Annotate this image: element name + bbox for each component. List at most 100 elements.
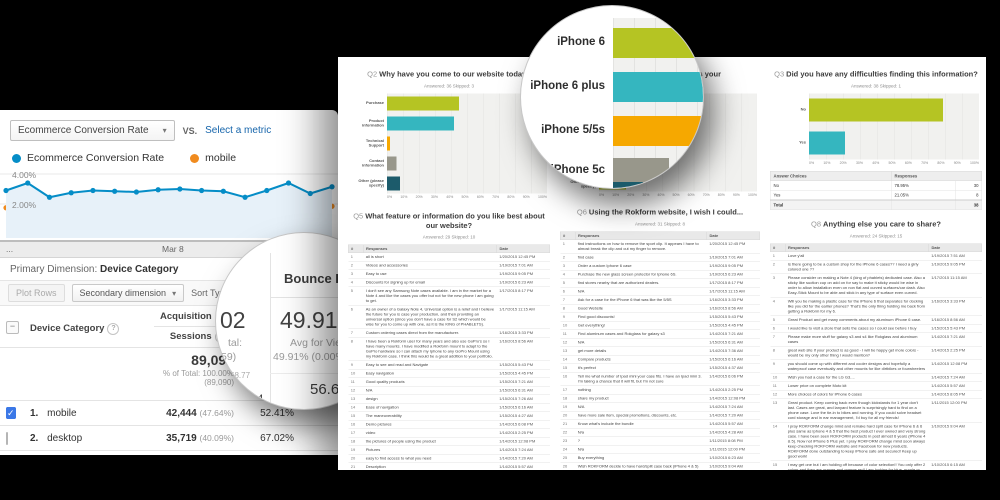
response-row: 19 N/A 1/14/2015 7:24 AM — [560, 402, 760, 412]
column-divider — [270, 253, 271, 409]
y-axis-label: 4.00% — [12, 170, 37, 180]
bar-row: Technical Support — [351, 133, 547, 154]
question-title-q3: Q3 Did you have any difficulties finding … — [774, 70, 978, 79]
axis-tick: 0% — [599, 193, 605, 197]
bar-category-label: Yes — [799, 140, 806, 145]
col-header-num: # — [348, 244, 364, 254]
device-category-value[interactable]: mobile — [47, 407, 77, 419]
primary-dimension-value[interactable]: Device Category — [100, 264, 179, 275]
magnified-bar — [613, 28, 703, 58]
response-row: 11 Lower price on complete Moto kit 1/14/2… — [770, 381, 982, 391]
table-row[interactable]: 3. tablet 10,927 (12.27%) 56.70% 6,196 (… — [0, 451, 338, 455]
axis-tick: 10% — [823, 161, 831, 165]
survey-results-panel: Q2 Why have you come to our website today… — [338, 57, 986, 470]
response-row: 12 N/A 1/15/2015 6:31 AM — [348, 386, 550, 396]
axis-tick: 50% — [672, 193, 680, 197]
bar-row: Yes — [773, 126, 979, 160]
bar-row: No — [773, 93, 979, 127]
responses-table-q5: # Responses Date 1 all is short 1/20/2015 … — [348, 244, 550, 470]
sessions-total-sub: % of Total: 100.00% (89,090) — [162, 369, 234, 387]
bounce-rate-sub: Avg for View: — [290, 337, 352, 349]
question-title-q4-fragment: does your — [685, 70, 721, 79]
question-number: Q3 — [774, 70, 785, 79]
response-row: 15 The maneuverability 1/15/2015 4:27 AM — [348, 411, 550, 421]
expander-cell[interactable]: − — [0, 307, 26, 347]
bar-row: Purchase — [351, 93, 547, 114]
axis-tick: 60% — [476, 195, 484, 199]
axis-tick: 70% — [702, 193, 710, 197]
axis-tick: 40% — [446, 195, 454, 199]
row-index: 1. — [30, 407, 39, 419]
magnified-bar-partial — [613, 182, 643, 188]
response-row: 1 all is short 1/20/2015 12:45 PM — [348, 252, 550, 262]
axis-tick: 90% — [732, 193, 740, 197]
table-row[interactable]: 2. desktop 35,719 (40.09%) 67.02% — [0, 426, 338, 451]
response-row: 9 Find good discounts! 1/15/2015 5:43 PM — [560, 312, 760, 322]
x-axis-ticks: 0% 10% 20% 30% 40% 50% 60% 70% 80% 90% 100% — [387, 195, 547, 199]
row-checkbox[interactable] — [6, 431, 8, 445]
response-row: 2 find case 1/19/2015 7:01 AM — [560, 252, 760, 262]
survey-column-3: Q3 Did you have any difficulties finding … — [769, 65, 982, 470]
answer-choice-row: Yes 21.05% 8 — [769, 189, 982, 201]
response-row: 4 Will you be making a plastic case for t… — [770, 296, 982, 316]
col-header-date: Date — [706, 231, 760, 240]
new-users-value — [300, 434, 338, 442]
device-category-header-label: Device Category — [30, 323, 105, 334]
row-checkbox[interactable]: ✓ — [6, 406, 16, 419]
vs-label: VS. — [182, 125, 198, 136]
legend-item: Ecommerce Conversion Rate — [12, 152, 164, 164]
response-row: 13 design 1/15/2015 7:26 AM — [348, 394, 550, 404]
response-row: 14 I pray ROKFORM change mind and remake … — [770, 421, 982, 461]
response-row: 11 Find aluminum cases and Rokglass for g… — [560, 329, 760, 339]
question-title-q2: Q2 Why have you come to our website today… — [367, 70, 531, 79]
plot-rows-button[interactable]: Plot Rows — [8, 284, 65, 302]
response-row: 4 Discounts for signing up for email 1/19/… — [348, 278, 550, 288]
metric-dropdown[interactable]: Ecommerce Conversion Rate ▾ — [10, 120, 175, 141]
bar-track — [809, 126, 979, 160]
axis-tick: 90% — [953, 161, 961, 165]
question-number: Q8 — [811, 219, 822, 229]
table-row[interactable]: ✓ 1. mobile 42,444 (47.64%) 52.41% — [0, 401, 338, 426]
bar-category-label: Other (please specify) — [358, 178, 384, 188]
help-icon[interactable]: ? — [107, 323, 120, 335]
axis-tick: 70% — [921, 161, 929, 165]
bar — [387, 176, 400, 191]
response-row: 19 Pictures 1/14/2015 7:24 AM — [348, 445, 550, 455]
axis-tick: 90% — [522, 195, 530, 199]
question-title-q6: Q6 Using the Rokform website, I wish I co… — [576, 207, 744, 217]
magnified-bar — [613, 158, 669, 184]
column-header-device-category[interactable]: Device Category? — [26, 307, 154, 347]
response-row: 18 share my product 1/14/2015 12:08 PM — [560, 393, 760, 403]
response-row: 12 N/A 1/15/2015 6:31 AM — [560, 337, 760, 347]
answered-skipped-q8: Answered: 24 Skipped: 15 — [849, 233, 903, 239]
new-sessions-value: 56.70% — [242, 454, 300, 456]
question-number: Q6 — [576, 207, 587, 217]
select-a-metric-link[interactable]: Select a metric — [205, 125, 272, 136]
device-category-value[interactable]: desktop — [47, 432, 83, 444]
response-row: 10 Easy navigation 1/15/2015 4:45 PM — [348, 369, 550, 379]
collapse-icon[interactable]: − — [6, 321, 19, 334]
metric-dropdown-value: Ecommerce Conversion Rate — [18, 125, 149, 136]
legend-label: mobile — [205, 152, 237, 164]
answer-choices-table: Answer Choices Responses No 78.95% 30 Yes 2… — [769, 170, 982, 210]
secondary-dimension-dropdown[interactable]: Secondary dimension ▾ — [71, 284, 185, 302]
col-header-date: Date — [928, 243, 982, 252]
sessions-pct: (47.64%) — [199, 407, 235, 418]
bar-row: Contact information — [351, 153, 547, 174]
question-title-q5: Q5 What feature or information do you lik… — [353, 211, 545, 230]
magnified-bar-label: iPhone 6 plus — [530, 80, 605, 92]
answer-choice-row: No 78.95% 30 — [769, 180, 982, 191]
axis-tick: 50% — [888, 161, 896, 165]
bar-track — [387, 153, 547, 174]
response-row: 14 Compare products 1/15/2015 6:16 AM — [560, 354, 760, 364]
answered-skipped-q3: Answered: 38 Skipped: 1 — [850, 83, 902, 89]
axis-tick: 100% — [970, 161, 979, 165]
response-row: 13 Great product. Keep coming back even t… — [770, 398, 982, 423]
response-row: 15 it's perfect 1/15/2015 4:37 AM — [560, 363, 760, 373]
bar-track — [387, 133, 547, 154]
bar-track — [387, 173, 547, 194]
response-row: 4 Purchase the new glass screen protector… — [560, 269, 760, 279]
response-row: 23? 1/11/2015 8:08 PM — [560, 436, 760, 446]
axis-tick: 40% — [657, 193, 665, 197]
